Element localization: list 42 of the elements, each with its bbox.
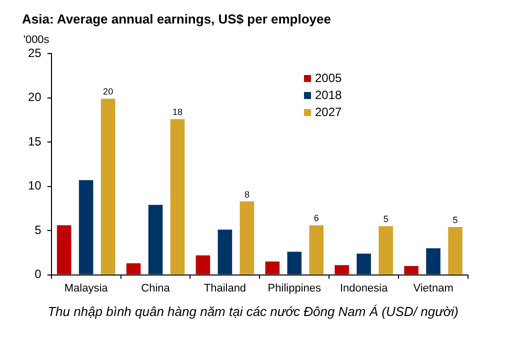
bar <box>356 254 371 274</box>
bar <box>218 230 232 274</box>
bar <box>126 263 141 274</box>
y-tick-label: 5 <box>34 222 42 237</box>
bar <box>287 252 302 274</box>
bar <box>196 255 210 274</box>
bar <box>309 225 324 274</box>
x-tick-label: Vietnam <box>413 282 454 294</box>
y-tick-label: 0 <box>34 267 42 282</box>
bar <box>334 265 349 274</box>
data-label: 8 <box>244 189 250 200</box>
bar <box>448 227 462 274</box>
x-tick-label: China <box>141 282 171 294</box>
bar <box>170 119 185 274</box>
legend-label: 2027 <box>315 104 342 121</box>
y-tick-label: 25 <box>28 46 42 60</box>
x-tick-label: Malaysia <box>64 282 109 294</box>
bar <box>100 98 116 274</box>
legend-label: 2018 <box>315 87 342 104</box>
data-label: 20 <box>103 86 114 97</box>
bar <box>56 225 72 274</box>
text: Thu nhập bình quân hàng năm tại các nước Đông Nam Á (USD/ người) <box>46 304 460 319</box>
bar <box>404 266 418 274</box>
data-label: 6 <box>314 213 319 224</box>
legend-label: 2005 <box>315 70 342 87</box>
data-label: 18 <box>172 107 183 118</box>
y-tick-label: 20 <box>28 90 42 104</box>
bar <box>148 204 163 274</box>
x-tick-label: Indonesia <box>340 282 389 294</box>
x-tick-label: Thailand <box>204 282 246 294</box>
bar <box>240 201 254 274</box>
y-axis-title: '000s <box>23 34 50 46</box>
bar <box>78 180 94 274</box>
bar <box>426 248 440 274</box>
y-tick-label: 15 <box>28 134 42 148</box>
bar <box>265 262 280 274</box>
data-label: 5 <box>452 215 458 226</box>
y-tick-label: 10 <box>28 178 42 193</box>
chart-title: Asia: Average annual earnings, US$ per employee <box>22 11 331 26</box>
data-label: 5 <box>383 214 388 224</box>
x-tick-label: Philippines <box>268 282 322 294</box>
bar <box>378 226 393 274</box>
